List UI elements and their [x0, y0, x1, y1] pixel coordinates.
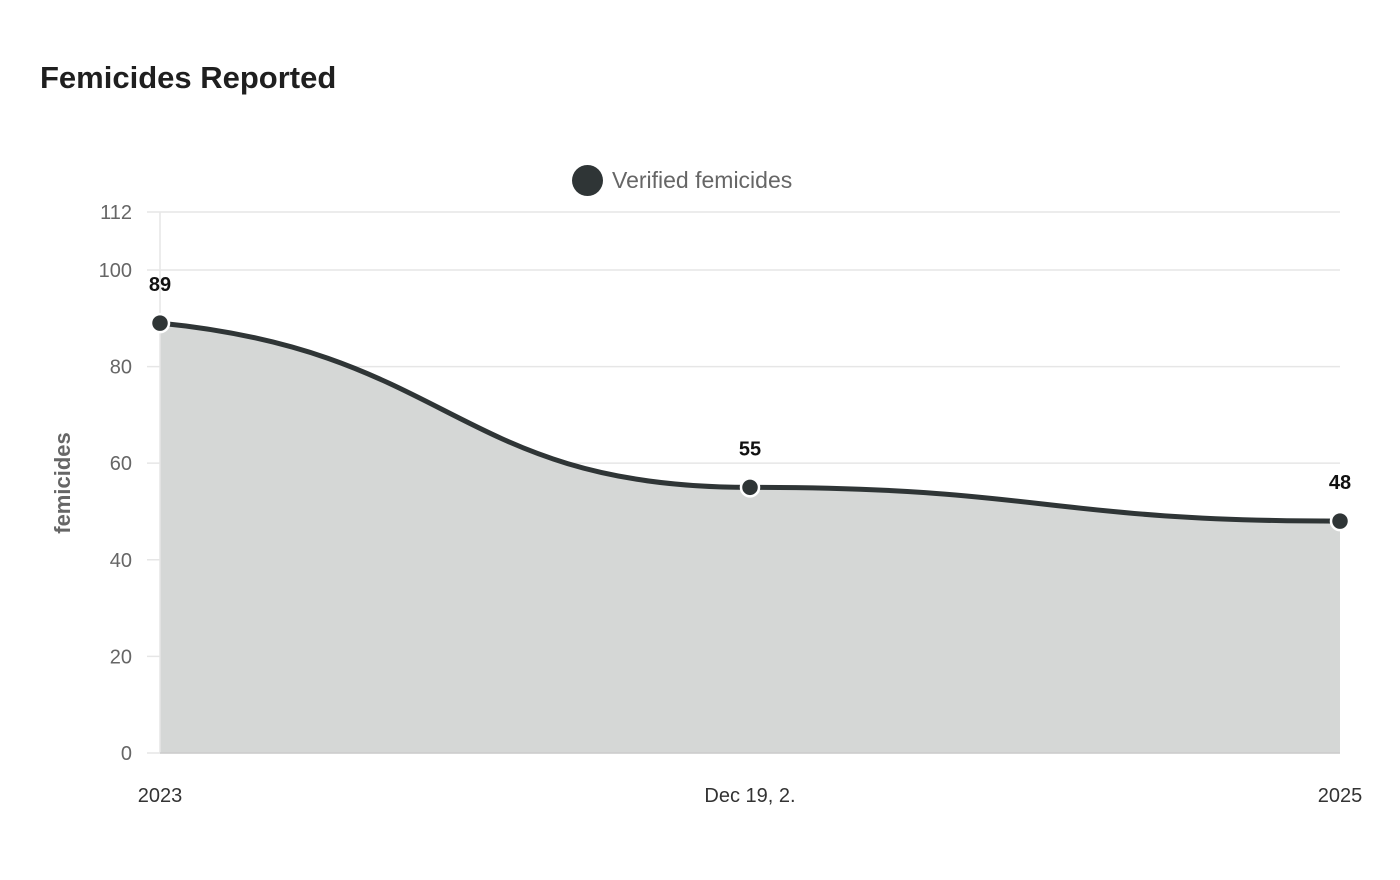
y-tick-label: 20 — [110, 646, 132, 668]
data-points — [149, 312, 1351, 532]
y-tick-label: 0 — [121, 743, 132, 765]
legend-label: Verified femicides — [612, 166, 793, 193]
data-point — [1329, 510, 1351, 532]
series-area-fill — [160, 323, 1340, 753]
x-tick-label: Dec 19, 2. — [704, 785, 795, 807]
data-point — [739, 477, 761, 498]
data-point — [149, 312, 171, 334]
x-tick-label: 2025 — [1318, 785, 1363, 807]
data-labels: 89 55 48 — [149, 274, 1351, 494]
y-tick-label: 100 — [99, 260, 132, 282]
y-tick-label: 40 — [110, 550, 132, 572]
y-axis-title: femicides — [50, 432, 75, 534]
legend-marker-icon — [572, 164, 603, 196]
data-label: 55 — [739, 438, 761, 460]
legend[interactable]: Verified femicides — [572, 164, 792, 196]
y-tick-label: 60 — [110, 453, 132, 475]
data-label: 48 — [1329, 472, 1351, 494]
y-tick-label: 112 — [100, 202, 132, 224]
x-tick-label: 2023 — [138, 785, 183, 807]
data-label: 89 — [149, 274, 171, 296]
series-area — [160, 323, 1340, 753]
chart-title: Femicides Reported — [40, 60, 337, 95]
y-tick-label: 80 — [110, 357, 132, 379]
axes: 0 20 40 60 80 100 112 2023 Dec 19, 2. 2025 — [99, 202, 1363, 807]
